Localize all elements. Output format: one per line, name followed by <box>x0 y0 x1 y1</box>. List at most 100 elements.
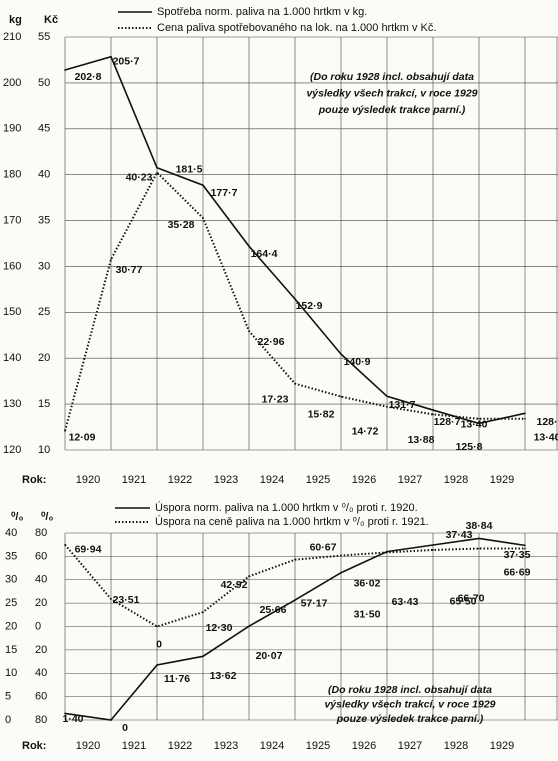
value-label: 36·02 <box>354 577 381 589</box>
data-point <box>64 543 66 546</box>
value-label: 12·30 <box>206 622 233 634</box>
y-tick-label: 10 <box>5 667 17 679</box>
x-tick-label: 1928 <box>444 740 468 752</box>
data-point <box>64 712 66 715</box>
data-point <box>340 395 342 398</box>
data-point <box>386 551 388 554</box>
legend-label: Spotřeba norm. paliva na 1.000 hrtkm v k… <box>157 6 367 18</box>
data-point <box>340 353 342 355</box>
value-label: 128·7 <box>434 416 461 428</box>
y-tick-label: 210 <box>3 31 21 43</box>
value-label: 37·43 <box>446 529 473 541</box>
annotation: pouze výsledek trakce parní.) <box>336 713 484 725</box>
data-point <box>110 55 112 58</box>
y2-tick-label: 60 <box>35 691 47 703</box>
value-label: 17·23 <box>262 393 289 405</box>
x-tick-label: 1921 <box>122 474 146 486</box>
data-point <box>202 217 204 219</box>
y-tick-label: 190 <box>3 123 21 135</box>
data-point <box>248 330 250 332</box>
y2-tick-label: 20 <box>35 597 47 609</box>
data-point <box>524 412 526 415</box>
value-label: 177·7 <box>211 187 238 199</box>
data-point <box>294 382 296 385</box>
y-tick-label: 25 <box>5 597 17 609</box>
x-tick-label: 1924 <box>260 474 284 486</box>
y-tick-label: 200 <box>3 77 21 89</box>
data-point <box>248 625 250 627</box>
value-label: 0 <box>156 638 162 650</box>
data-point <box>110 719 112 721</box>
x-tick-label: 1928 <box>444 474 468 486</box>
y-tick-label: 35 <box>5 550 17 562</box>
y-tick-label: 15 <box>5 644 17 656</box>
legend-label: Cena paliva spotřebovaného na lok. na 1.… <box>157 22 436 34</box>
value-label: 25·66 <box>260 604 287 616</box>
annotation: výsledky všech trakcí, v roce 1929 <box>306 87 477 99</box>
y-tick-label: 160 <box>3 260 21 272</box>
y2-tick-label: 55 <box>38 31 50 43</box>
value-label: 152·9 <box>296 300 323 312</box>
data-point <box>156 166 158 169</box>
value-label: 40·23 <box>126 171 153 183</box>
value-label: 65·50 <box>450 596 477 608</box>
y2-tick-label: 40 <box>38 169 50 181</box>
y-tick-label: 40 <box>5 527 17 539</box>
value-label: 1·40 <box>62 713 83 725</box>
x-tick-label: 1923 <box>214 740 238 752</box>
y2-tick-label: 20 <box>38 352 50 364</box>
x-tick-label: 1926 <box>352 474 376 486</box>
value-label: 69·94 <box>75 544 102 556</box>
data-point <box>524 544 526 547</box>
annotation: pouze výsledek trakce parní.) <box>318 104 466 116</box>
y2-tick-label: 20 <box>35 644 47 656</box>
data-point <box>340 571 342 574</box>
value-label: 12·09 <box>69 432 96 444</box>
data-point <box>64 69 66 71</box>
y-axis-unit: kg <box>9 14 22 26</box>
data-point <box>294 558 296 561</box>
y2-axis-unit: Kč <box>44 14 58 26</box>
y-tick-label: 120 <box>3 444 21 456</box>
y2-tick-label: 45 <box>38 123 50 135</box>
x-tick-label: 1929 <box>490 740 514 752</box>
data-point <box>294 599 296 601</box>
x-tick-label: 1921 <box>122 740 146 752</box>
y-tick-label: 150 <box>3 306 21 318</box>
x-tick-label: 1926 <box>352 740 376 752</box>
value-label: 38·84 <box>466 520 493 532</box>
legend-label: Úspora na ceně paliva na 1.000 hrtkm v ⁰… <box>155 515 429 528</box>
x-tick-label: 1923 <box>214 474 238 486</box>
data-point <box>248 575 250 578</box>
data-point <box>202 611 204 613</box>
x-tick-label: 1920 <box>76 740 100 752</box>
value-label: 63·43 <box>392 596 419 608</box>
value-label: 31·50 <box>354 609 381 621</box>
value-label: 11·76 <box>164 673 190 685</box>
data-point <box>386 405 388 408</box>
data-point <box>432 544 434 546</box>
y-tick-label: 140 <box>3 352 21 364</box>
x-tick-label: 1925 <box>306 474 330 486</box>
data-point <box>478 422 480 425</box>
x-tick-label: 1927 <box>398 474 422 486</box>
y-tick-label: 0 <box>5 714 11 726</box>
value-label: 14·72 <box>352 425 379 437</box>
data-point <box>248 245 250 248</box>
x-tick-label: 1927 <box>398 740 422 752</box>
data-point <box>110 258 112 261</box>
value-label: 66·69 <box>504 566 531 578</box>
value-label: 30·77 <box>116 264 143 276</box>
x-axis-label: Rok: <box>22 474 46 486</box>
y-tick-label: 180 <box>3 169 21 181</box>
annotation: (Do roku 1928 incl. obsahují data <box>328 684 492 696</box>
value-label: 164·4 <box>251 248 278 260</box>
x-tick-label: 1925 <box>306 740 330 752</box>
y-tick-label: 130 <box>3 398 21 410</box>
value-label: 13·40 <box>461 419 488 431</box>
value-label: 22·96 <box>258 336 285 348</box>
value-label: 15·82 <box>308 408 335 420</box>
annotation: (Do roku 1928 incl. obsahují data <box>310 71 474 83</box>
data-point <box>156 171 158 174</box>
value-label: 205·7 <box>113 56 140 68</box>
